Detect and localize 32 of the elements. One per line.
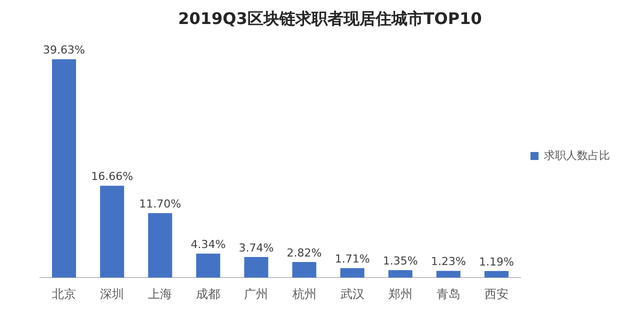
data-label: 3.74%	[238, 241, 274, 254]
data-label: 4.34%	[190, 238, 226, 252]
bar	[196, 254, 220, 278]
data-label: 16.66%	[91, 170, 134, 184]
x-tick-label: 杭州	[291, 286, 316, 301]
bar	[148, 213, 172, 278]
legend-label: 求职人数占比	[544, 148, 610, 162]
x-tick-label: 北京	[52, 286, 76, 301]
bar	[100, 186, 124, 278]
x-tick-label: 成都	[196, 286, 220, 301]
data-label: 2.82%	[286, 246, 322, 260]
x-tick-label: 广州	[244, 286, 268, 301]
x-tick-label: 西安	[484, 286, 508, 301]
data-label: 11.70%	[139, 197, 182, 210]
x-tick-label: 青岛	[436, 286, 460, 301]
bar	[484, 271, 508, 278]
bar	[52, 59, 76, 278]
x-tick-label: 上海	[148, 286, 172, 301]
data-label: 39.63%	[43, 44, 85, 57]
bar	[292, 262, 316, 278]
bar	[436, 270, 460, 278]
bar	[388, 270, 412, 278]
data-label: 1.23%	[430, 255, 466, 268]
bar	[340, 268, 364, 278]
data-label: 1.19%	[479, 255, 514, 268]
x-tick-label: 深圳	[100, 286, 124, 301]
x-tick-label: 郑州	[388, 286, 412, 301]
bar	[244, 256, 268, 278]
data-label: 1.71%	[334, 252, 370, 266]
chart-title: 2019Q3区块链求职者现居住城市TOP10	[178, 8, 482, 28]
x-tick-label: 武汉	[340, 286, 364, 301]
data-label: 1.35%	[382, 254, 418, 268]
